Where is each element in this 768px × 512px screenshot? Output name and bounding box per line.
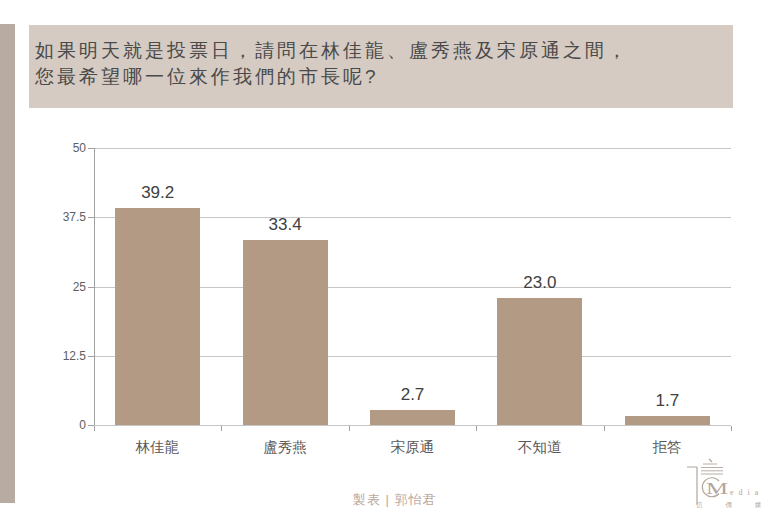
title-line-2: 您最希望哪一位來作我們的市長呢? (35, 64, 723, 90)
bar (243, 240, 328, 425)
y-axis-label: 37.5 (46, 210, 86, 224)
bar-value-label: 2.7 (368, 385, 458, 405)
gridline (94, 425, 731, 426)
logo-cjk-text: 信傳媒 (696, 501, 768, 510)
x-axis-tick (349, 426, 350, 431)
bar-value-label: 1.7 (622, 391, 712, 411)
bar (115, 208, 200, 425)
x-axis-tick (731, 426, 732, 431)
x-axis-tick (221, 426, 222, 431)
bar-value-label: 39.2 (113, 183, 203, 203)
credit-text: 製表 | 郭怡君 (353, 491, 437, 509)
bar (370, 410, 455, 425)
question-title-box: 如果明天就是投票日，請問在林佳龍、盧秀燕及宋原通之間， 您最希望哪一位來作我們的… (29, 25, 733, 108)
x-axis-tick (476, 426, 477, 431)
title-line-1: 如果明天就是投票日，請問在林佳龍、盧秀燕及宋原通之間， (35, 38, 723, 64)
y-axis-label: 25 (46, 280, 86, 294)
y-axis-label: 50 (46, 141, 86, 155)
category-label: 不知道 (476, 438, 603, 457)
bar (497, 298, 582, 425)
bar-value-label: 23.0 (495, 273, 585, 293)
x-axis-tick (94, 426, 95, 431)
cm-media-logo: M edia 信傳媒 (686, 455, 766, 512)
category-label: 林佳龍 (94, 438, 221, 457)
svg-text:M: M (706, 480, 728, 497)
bar (625, 416, 710, 425)
left-accent-bar (0, 24, 15, 503)
y-axis-label: 12.5 (46, 349, 86, 363)
y-axis-label: 0 (46, 418, 86, 432)
svg-text:edia: edia (730, 488, 763, 497)
category-label: 盧秀燕 (221, 438, 348, 457)
bar-value-label: 33.4 (240, 215, 330, 235)
gridline (94, 148, 731, 149)
y-axis-line (94, 148, 95, 425)
x-axis-tick (604, 426, 605, 431)
category-label: 宋原通 (349, 438, 476, 457)
